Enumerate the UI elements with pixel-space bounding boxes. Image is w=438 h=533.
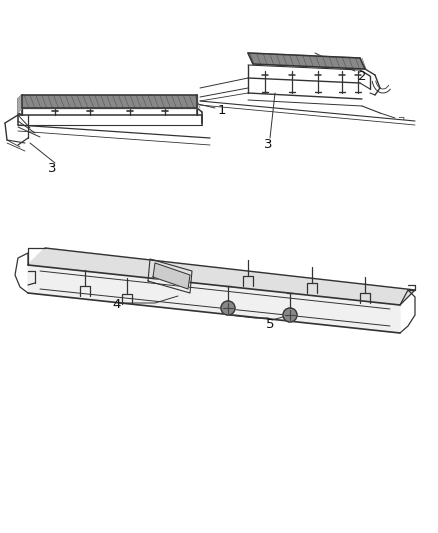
Text: 4: 4 <box>113 298 121 311</box>
Polygon shape <box>28 265 400 333</box>
Polygon shape <box>153 263 190 289</box>
Polygon shape <box>248 53 365 69</box>
Text: ¬: ¬ <box>397 115 404 124</box>
Text: 3: 3 <box>48 163 56 175</box>
Text: 1: 1 <box>218 104 226 117</box>
Polygon shape <box>28 248 415 305</box>
Text: 2: 2 <box>358 69 367 83</box>
Polygon shape <box>18 95 22 113</box>
Text: 3: 3 <box>264 139 272 151</box>
Polygon shape <box>22 95 197 108</box>
Text: 5: 5 <box>266 319 274 332</box>
Circle shape <box>221 301 235 315</box>
Circle shape <box>283 308 297 322</box>
